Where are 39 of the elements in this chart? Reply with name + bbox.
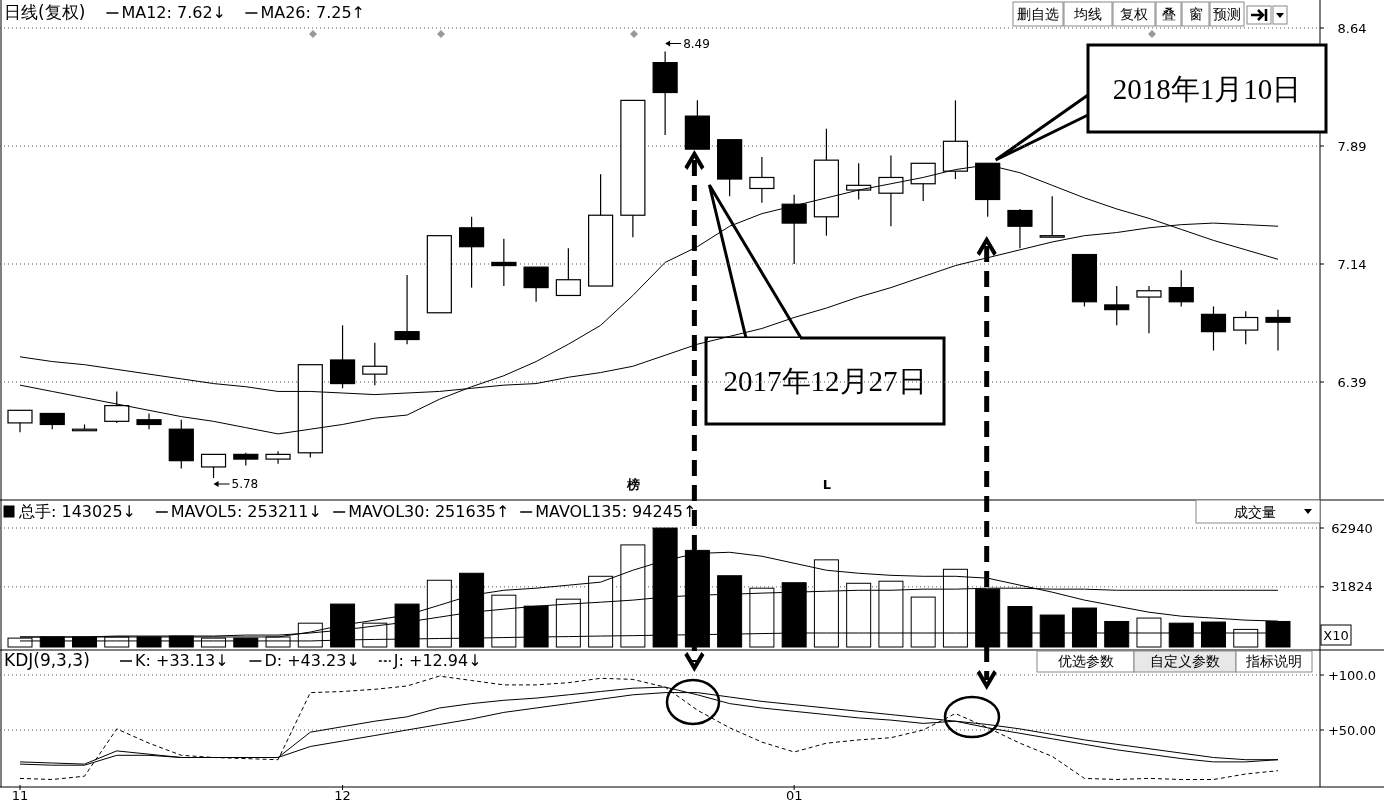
- dropdown-field: 成交量: [1195, 499, 1321, 524]
- legend-label: MAVOL30: 251635↑: [348, 502, 510, 521]
- legend-label: MA12: 7.62↓: [121, 3, 227, 22]
- button: 复权: [1112, 1, 1156, 27]
- button: 优选参数: [1036, 650, 1135, 673]
- legend-label: MA26: 7.25↑: [260, 3, 366, 22]
- annotation: 5.78: [231, 477, 259, 492]
- button: 窗: [1181, 1, 1210, 27]
- legend-label: MAVOL135: 94245↑: [535, 502, 697, 521]
- y-tick-label: 7.14: [1337, 256, 1367, 272]
- annotation: 2017年12月27日: [723, 365, 927, 398]
- button: 叠: [1155, 1, 1182, 27]
- x-tick-label: 11: [11, 788, 29, 801]
- y-tick-label: 6.39: [1337, 374, 1367, 390]
- chart-title: KDJ(9,3,3): [4, 650, 90, 670]
- y-tick-label: 62940: [1331, 520, 1373, 536]
- chart-title: 日线(复权): [4, 2, 86, 22]
- x-tick-label: 12: [334, 788, 351, 801]
- legend-label: 总手: 143025↓: [18, 502, 136, 521]
- y-tick-label: 31824: [1331, 579, 1373, 595]
- label-box: X10: [1320, 624, 1352, 646]
- y-tick-label: 7.89: [1337, 138, 1367, 154]
- y-tick-label: +100.0: [1327, 667, 1377, 683]
- annotation: L: [822, 477, 832, 492]
- legend-label: D: +43.23↓: [264, 651, 360, 670]
- button: 均线: [1063, 1, 1113, 27]
- button: 自定义参数: [1133, 650, 1237, 673]
- x-tick-label: 01: [785, 788, 803, 801]
- annotation: 2018年1月10日: [1112, 72, 1302, 105]
- legend-label: J: +12.94↓: [392, 651, 482, 670]
- button: 预测: [1209, 1, 1245, 27]
- legend-label: MAVOL5: 253211↓: [170, 502, 322, 521]
- button: 指标说明: [1235, 650, 1313, 673]
- annotation: 8.49: [683, 36, 710, 51]
- y-tick-label: 8.64: [1337, 20, 1367, 36]
- y-tick-label: +50.00: [1327, 722, 1377, 738]
- annotation: 榜: [625, 477, 640, 492]
- legend-label: K: +33.13↓: [135, 651, 229, 670]
- button: 删自选: [1012, 1, 1064, 27]
